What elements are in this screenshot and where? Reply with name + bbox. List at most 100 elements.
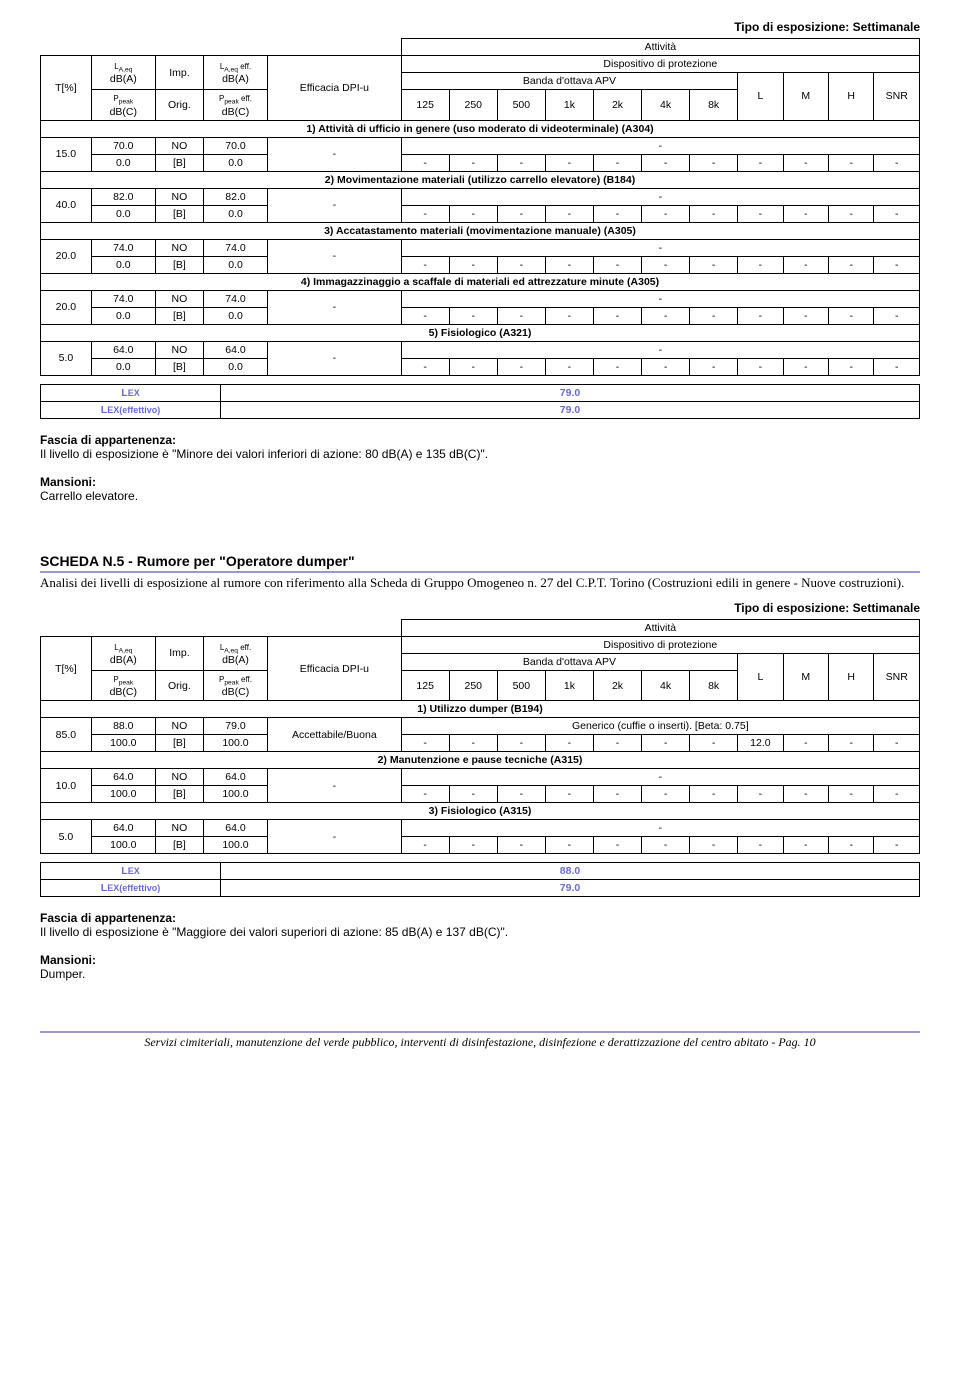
cell-band: - [401,786,449,803]
cell-band: - [642,735,690,752]
cell-band: - [545,307,593,324]
cell-imp: NO [155,290,203,307]
cell-efficacia: - [268,188,402,222]
cell-laeqeff: 82.0 [203,188,267,205]
cell-imp: NO [155,718,203,735]
cell-disp: - [401,769,919,786]
activity-title: 2) Manutenzione e pause tecniche (A315) [41,752,920,769]
lex-label: LEX [41,384,221,401]
cell-laeq: 64.0 [91,769,155,786]
scheda5-title: SCHEDA N.5 - Rumore per "Operatore dumpe… [40,553,920,573]
hdr-banda: Banda d'ottava APV [401,653,738,670]
mansioni-text: Dumper. [40,967,920,981]
cell-band: - [642,205,690,222]
hdr-band-250: 250 [449,90,497,121]
hdr-SNR: SNR [874,653,920,701]
cell-band: - [593,256,641,273]
cell-M: - [783,358,828,375]
activity-title: 5) Fisiologico (A321) [41,324,920,341]
cell-band: - [642,154,690,171]
fascia-label: Fascia di appartenenza: [40,911,920,925]
hdr-imp: Imp. [155,636,203,670]
cell-laeq: 74.0 [91,290,155,307]
cell-band: - [449,154,497,171]
cell-t: 5.0 [41,820,92,854]
cell-SNR: - [874,205,920,222]
cell-band: - [449,786,497,803]
cell-H: - [829,837,874,854]
hdr-tpct: T[%] [41,56,92,121]
hdr-L: L [738,73,783,121]
cell-SNR: - [874,307,920,324]
activity-title: 1) Utilizzo dumper (B194) [41,701,920,718]
hdr-banda: Banda d'ottava APV [401,73,738,90]
cell-orig: [B] [155,837,203,854]
lex-value: 88.0 [221,863,920,880]
cell-band: - [545,256,593,273]
hdr-band-1k: 1k [545,90,593,121]
cell-band: - [449,837,497,854]
hdr-band-2k: 2k [593,90,641,121]
hdr-band-8k: 8k [690,670,738,701]
exposure-type-header-2: Tipo di esposizione: Settimanale [40,601,920,615]
cell-L: - [738,154,783,171]
cell-band: - [593,837,641,854]
fascia-text: Il livello di esposizione è "Minore dei … [40,447,920,461]
activity-title: 2) Movimentazione materiali (utilizzo ca… [41,171,920,188]
page-footer: Servizi cimiteriali, manutenzione del ve… [40,1031,920,1050]
hdr-orig: Orig. [155,90,203,121]
mansioni-1: Mansioni: Carrello elevatore. [40,475,920,503]
cell-ppeakeff: 0.0 [203,205,267,222]
hdr-M: M [783,73,828,121]
mansioni-label: Mansioni: [40,953,920,967]
cell-SNR: - [874,837,920,854]
cell-disp: - [401,290,919,307]
cell-band: - [497,837,545,854]
cell-ppeak: 0.0 [91,256,155,273]
cell-band: - [497,256,545,273]
cell-ppeakeff: 0.0 [203,256,267,273]
cell-band: - [690,154,738,171]
cell-L: - [738,307,783,324]
cell-laeq: 74.0 [91,239,155,256]
hdr-tpct: T[%] [41,636,92,701]
cell-band: - [690,358,738,375]
hdr-band-500: 500 [497,670,545,701]
cell-disp: Generico (cuffie o inserti). [Beta: 0.75… [401,718,919,735]
cell-t: 10.0 [41,769,92,803]
cell-imp: NO [155,188,203,205]
cell-t: 15.0 [41,137,92,171]
hdr-band-250: 250 [449,670,497,701]
cell-band: - [642,307,690,324]
hdr-band-125: 125 [401,670,449,701]
cell-band: - [497,735,545,752]
cell-ppeak: 100.0 [91,735,155,752]
fascia-text: Il livello di esposizione è "Maggiore de… [40,925,920,939]
cell-ppeakeff: 100.0 [203,786,267,803]
cell-ppeak: 0.0 [91,358,155,375]
cell-band: - [690,256,738,273]
activity-table-2: Attività T[%] LA,eqdB(A) Imp. LA,eq eff.… [40,619,920,855]
cell-ppeak: 0.0 [91,154,155,171]
activity-title: 3) Fisiologico (A315) [41,803,920,820]
lex-value: 79.0 [221,384,920,401]
cell-band: - [449,358,497,375]
cell-band: - [497,307,545,324]
cell-band: - [545,837,593,854]
cell-laeq: 88.0 [91,718,155,735]
cell-band: - [497,358,545,375]
lexeff-value: 79.0 [221,401,920,418]
cell-H: - [829,735,874,752]
cell-orig: [B] [155,307,203,324]
cell-orig: [B] [155,154,203,171]
hdr-attivita: Attività [401,39,919,56]
cell-laeqeff: 74.0 [203,290,267,307]
mansioni-2: Mansioni: Dumper. [40,953,920,981]
cell-band: - [593,205,641,222]
cell-efficacia: - [268,239,402,273]
cell-laeqeff: 64.0 [203,341,267,358]
hdr-ppeakeff: Ppeak eff.dB(C) [203,90,267,121]
cell-H: - [829,786,874,803]
cell-laeqeff: 64.0 [203,769,267,786]
hdr-band-8k: 8k [690,90,738,121]
